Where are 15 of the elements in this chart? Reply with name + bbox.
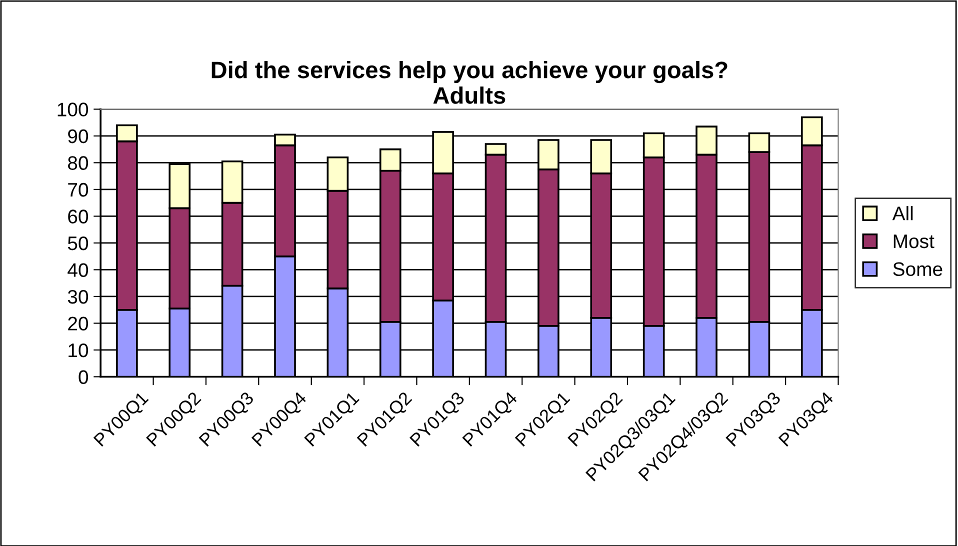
y-tick-label: 30 [68,290,88,304]
y-tick-label: 50 [68,236,88,250]
legend-label: Some [893,262,942,276]
y-tick-label: 40 [68,263,88,277]
y-tick-label: 100 [58,102,88,116]
y-tick-label: 70 [68,182,88,197]
legend-label: Most [894,234,934,248]
y-tick-label: 60 [68,210,88,224]
legend-label: All [892,206,913,220]
y-tick-label: 10 [68,343,88,358]
y-tick-label: 90 [68,129,88,144]
chart-title: Did the services help you achieve your goals? Adults [212,61,728,104]
y-tick-label: 80 [68,156,88,170]
y-tick-label: 0 [78,370,88,384]
y-tick-label: 20 [68,316,88,330]
